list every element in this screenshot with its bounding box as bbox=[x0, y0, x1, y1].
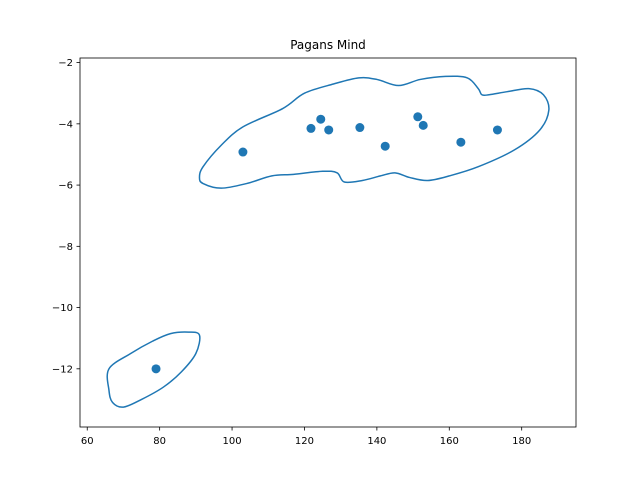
y-tick-label: −8 bbox=[58, 242, 73, 253]
data-point bbox=[151, 364, 161, 374]
chart-title: Pagans Mind bbox=[290, 38, 366, 52]
y-axis: −2 −4 −6 −8 −10 −12 bbox=[52, 58, 80, 375]
data-point bbox=[492, 125, 502, 135]
y-tick-label: −12 bbox=[52, 364, 73, 375]
x-tick-label: 160 bbox=[440, 436, 459, 447]
data-point bbox=[324, 125, 334, 135]
data-point bbox=[413, 112, 423, 122]
outlines-layer bbox=[106, 75, 550, 408]
x-tick-label: 120 bbox=[295, 436, 314, 447]
x-tick-label: 100 bbox=[223, 436, 242, 447]
data-point bbox=[316, 114, 326, 124]
data-point bbox=[355, 123, 365, 133]
y-tick-label: −10 bbox=[52, 303, 73, 314]
y-tick-label: −4 bbox=[58, 119, 73, 130]
x-tick-label: 180 bbox=[512, 436, 531, 447]
data-point bbox=[456, 137, 466, 147]
data-point bbox=[418, 120, 428, 130]
data-point bbox=[306, 123, 316, 133]
x-axis: 60 80 100 120 140 160 180 bbox=[81, 427, 531, 447]
cluster-outline-1 bbox=[198, 75, 550, 189]
data-point bbox=[238, 147, 248, 157]
plot-area-frame bbox=[79, 57, 577, 428]
y-tick-label: −6 bbox=[58, 181, 73, 192]
y-tick-label: −2 bbox=[58, 58, 73, 69]
cluster-outline-2 bbox=[106, 331, 201, 408]
points-layer bbox=[151, 112, 502, 374]
x-tick-label: 140 bbox=[367, 436, 386, 447]
data-point bbox=[380, 141, 390, 151]
x-tick-label: 60 bbox=[81, 436, 94, 447]
x-tick-label: 80 bbox=[153, 436, 166, 447]
